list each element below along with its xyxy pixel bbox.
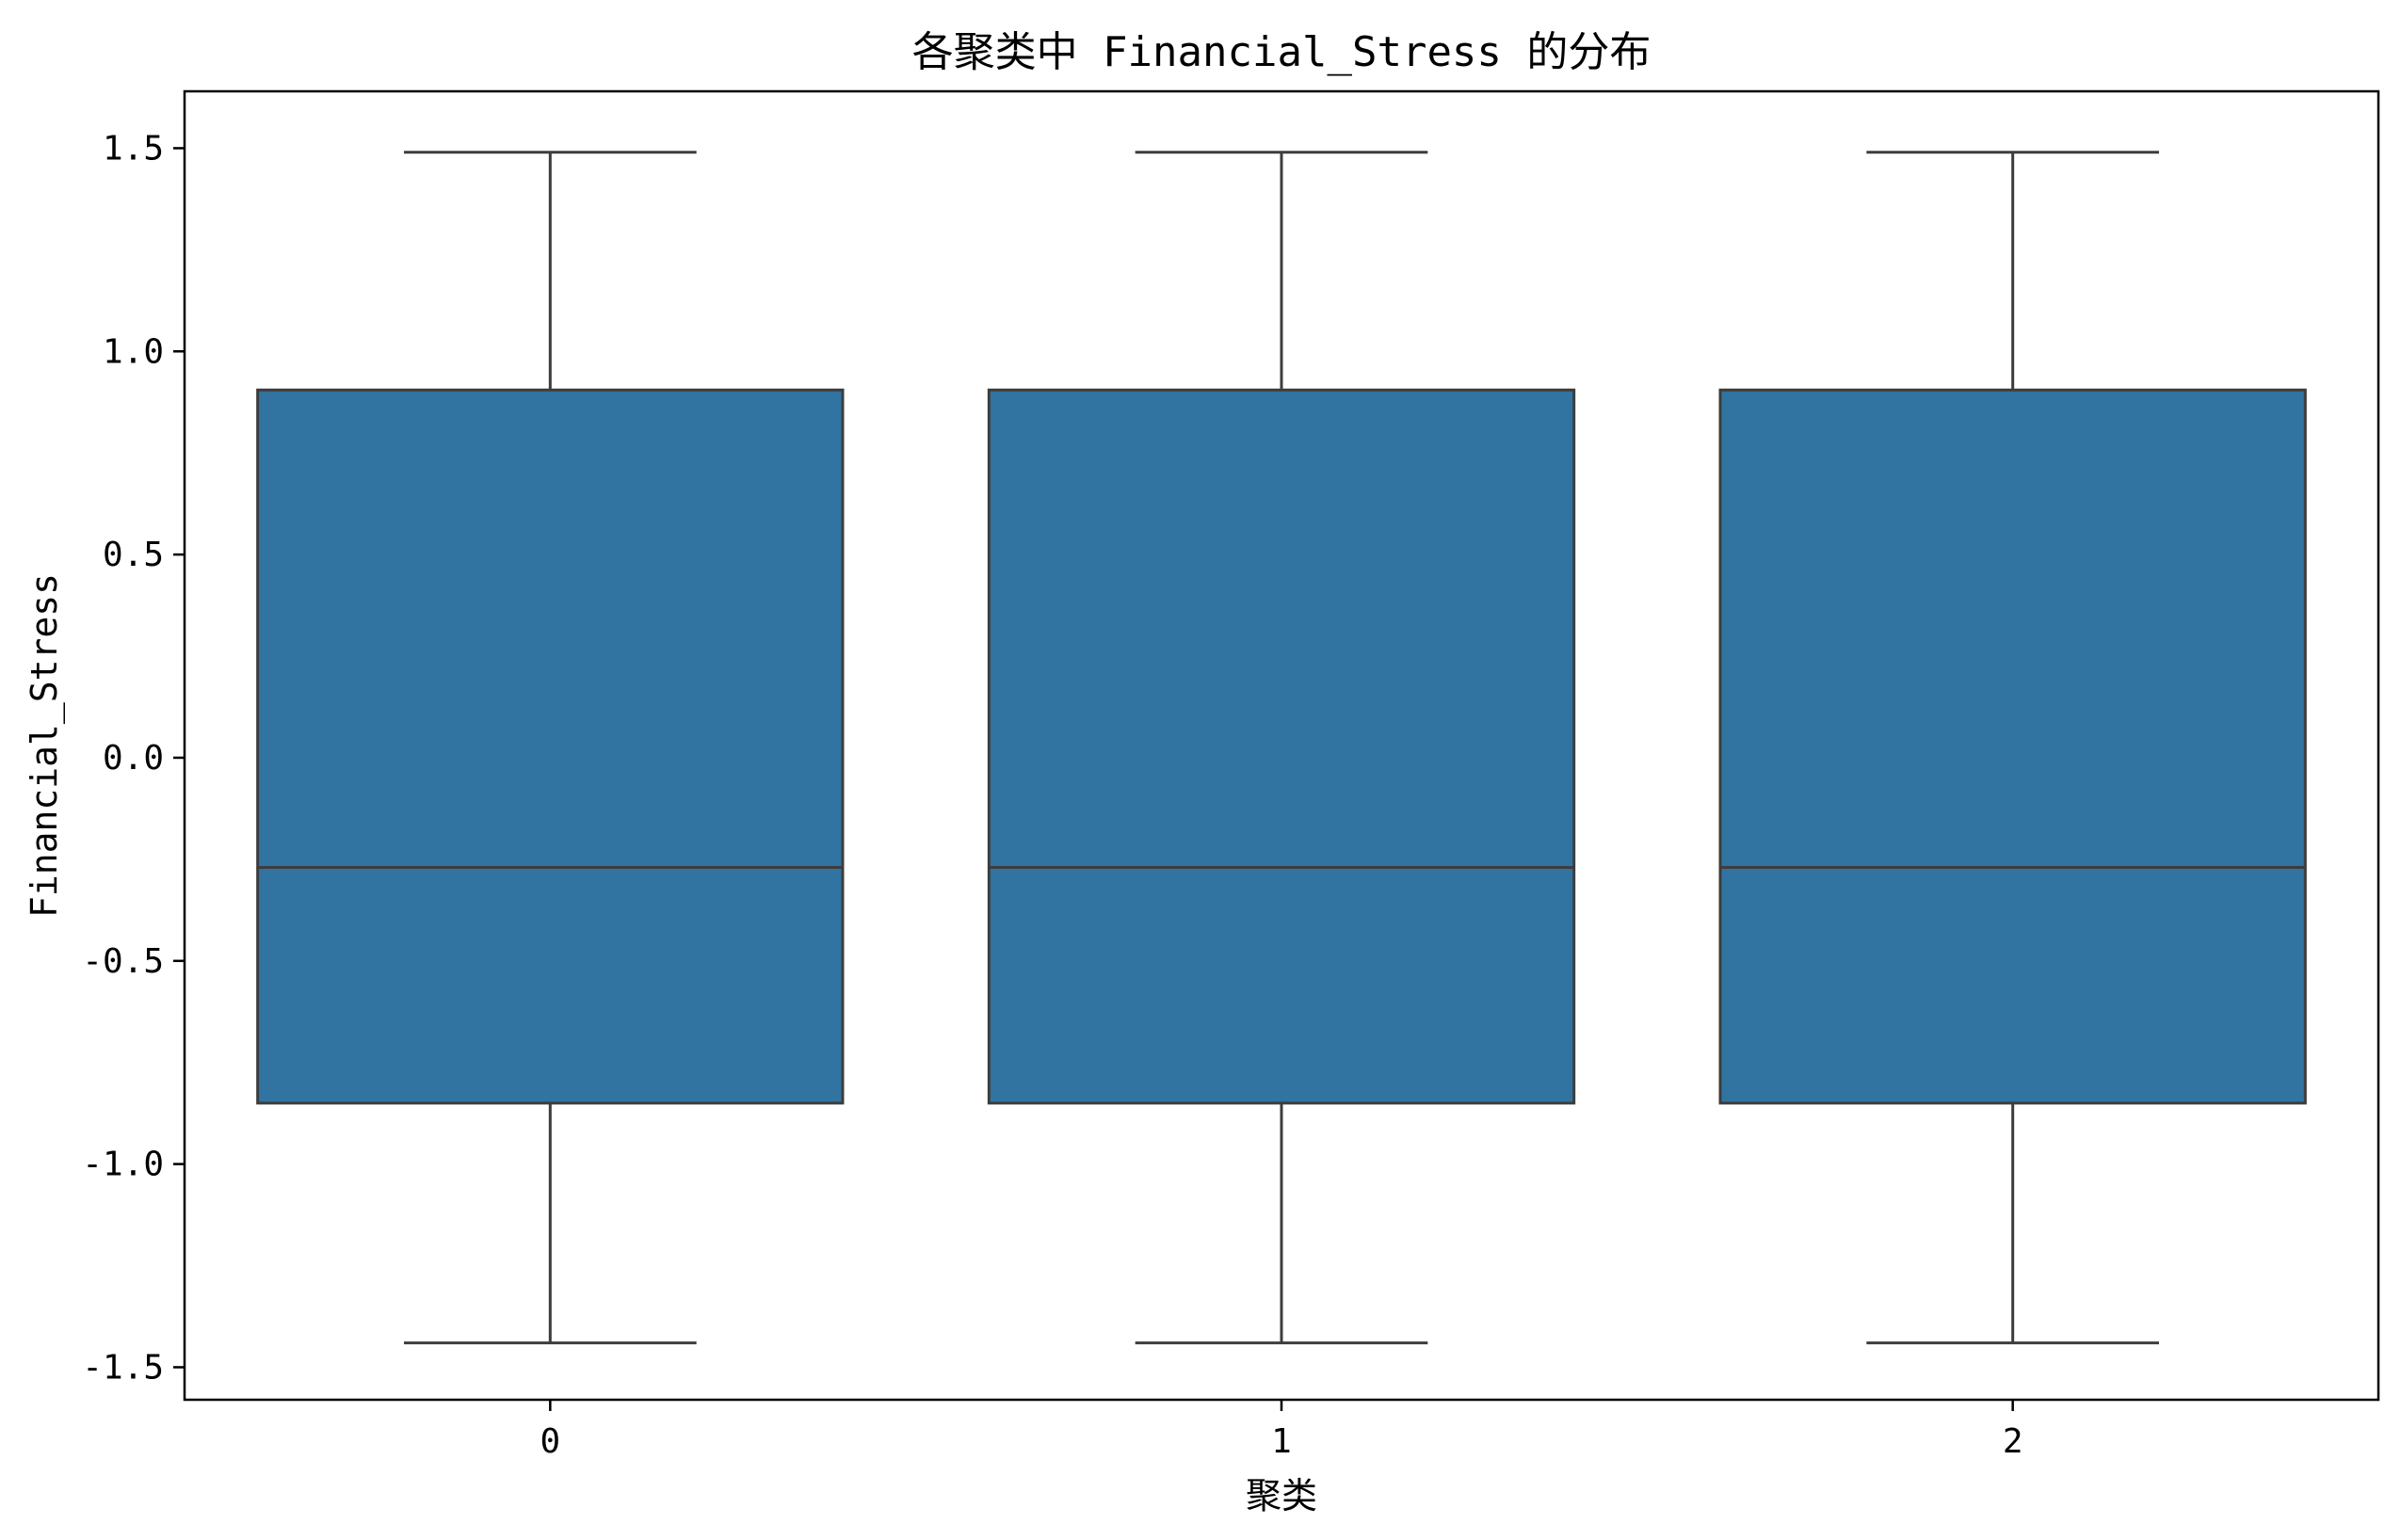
box-iqr (1718, 388, 2307, 1105)
y-tick-label: -1.0 (82, 1146, 164, 1184)
y-tick-label: 1.5 (103, 129, 164, 168)
box-iqr (256, 388, 845, 1105)
chart-title: 各聚类中 Financial_Stress 的分布 (912, 28, 1652, 76)
plot-area (256, 151, 2307, 1345)
y-axis-label: Financial_Stress (24, 573, 66, 918)
y-tick-label: 1.0 (103, 332, 164, 371)
y-tick-label: 0.5 (103, 536, 164, 574)
box-group-1 (987, 151, 1576, 1345)
y-tick-label: -0.5 (82, 942, 164, 981)
x-tick-label: 0 (540, 1422, 560, 1461)
x-tick-label: 1 (1271, 1422, 1292, 1461)
x-tick-label: 2 (2003, 1422, 2023, 1461)
box-group-2 (1718, 151, 2307, 1345)
box-iqr (987, 388, 1576, 1105)
box-group-0 (256, 151, 845, 1345)
y-tick-label: -1.5 (82, 1348, 164, 1387)
y-tick-label: 0.0 (103, 739, 164, 778)
x-axis-label: 聚类 (1246, 1475, 1317, 1516)
x-axis: 0 1 2 (540, 1400, 2023, 1461)
y-axis: -1.5 -1.0 -0.5 0.0 0.5 1.0 1.5 (82, 129, 185, 1387)
